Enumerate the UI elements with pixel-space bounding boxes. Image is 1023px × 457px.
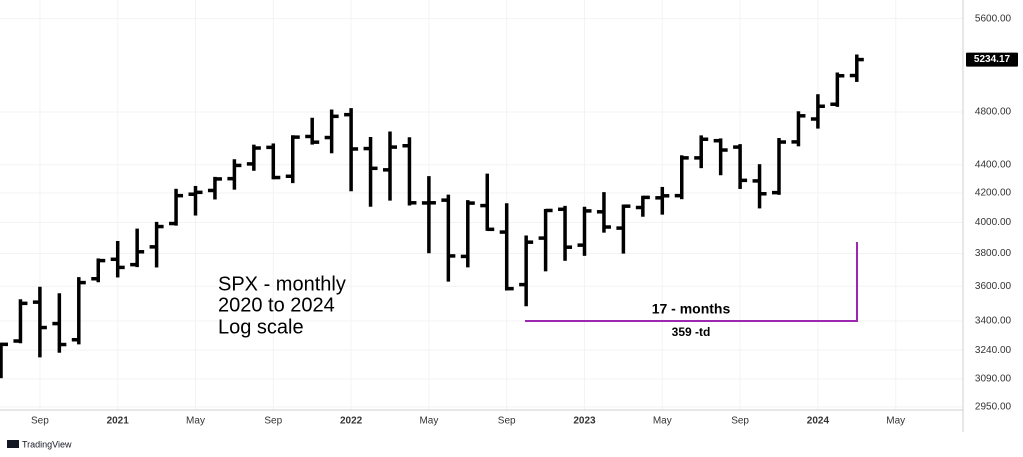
y-tick-label: 2950.00 xyxy=(975,402,1012,413)
y-tick-label: 4400.00 xyxy=(975,159,1012,170)
axis: 2950.00 3090.00 3240.00 3400.00 3600.00 3800.… xyxy=(31,13,1018,427)
brand: TradingView xyxy=(22,439,72,449)
brand-logo: TradingView xyxy=(7,439,72,449)
x-tick-label: Sep xyxy=(731,416,749,427)
x-tick-label: Sep xyxy=(498,416,516,427)
annotation: 17 - months xyxy=(652,301,731,317)
y-tick-label: 3400.00 xyxy=(975,316,1012,327)
y-tick-label: 3090.00 xyxy=(975,373,1012,384)
y-tick-label: 3800.00 xyxy=(975,248,1012,259)
annotation: Log scale xyxy=(218,316,304,338)
x-tick-label: May xyxy=(886,416,905,427)
x-tick-label: May xyxy=(653,416,672,427)
bars xyxy=(0,54,864,379)
y-tick-label: 4000.00 xyxy=(975,217,1012,228)
x-tick-label: Sep xyxy=(264,416,282,427)
x-tick-label: 2023 xyxy=(573,416,596,427)
annotation: 2020 to 2024 xyxy=(218,294,335,316)
x-tick-label: May xyxy=(186,416,205,427)
x-tick-label: 2021 xyxy=(107,416,130,427)
x-tick-label: Sep xyxy=(31,416,49,427)
y-tick-label: 3600.00 xyxy=(975,281,1012,292)
annotation: 359 -td xyxy=(672,325,711,339)
x-tick-label: 2024 xyxy=(807,416,830,427)
annotation: SPX - monthly xyxy=(218,273,346,295)
y-tick-label: 3240.00 xyxy=(975,345,1012,356)
y-tick-label: 4800.00 xyxy=(975,107,1012,118)
measure-bracket xyxy=(525,242,858,322)
last-price-box xyxy=(966,52,1018,67)
x-tick-label: May xyxy=(419,416,438,427)
x-tick-label: 2022 xyxy=(340,416,363,427)
y-tick-label: 5600.00 xyxy=(975,13,1012,24)
y-tick-label: 4200.00 xyxy=(975,188,1012,199)
last-price-label: 5234.17 xyxy=(974,54,1011,65)
